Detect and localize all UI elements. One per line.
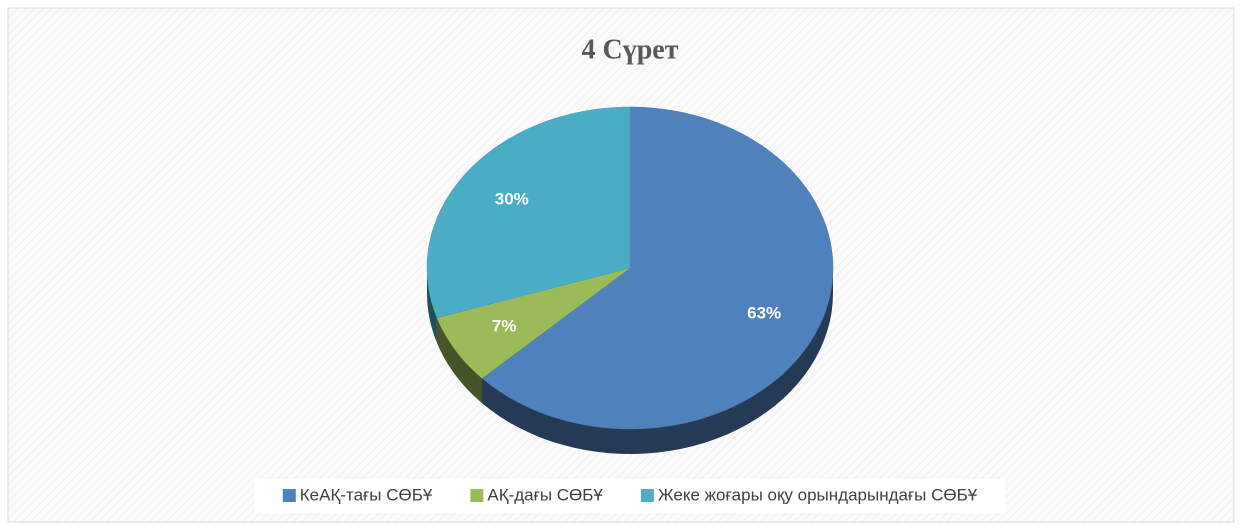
legend-box [254, 479, 1006, 513]
legend-swatch [640, 489, 654, 502]
pie: 63% 7% 30% [426, 106, 834, 454]
pie-slice-side [482, 268, 833, 454]
legend-swatch [282, 489, 296, 502]
pie-slice [436, 267, 631, 379]
pie-sides [427, 268, 833, 454]
data-label: 63% [747, 304, 781, 323]
pie-slice [481, 106, 834, 430]
legend-label: Жеке жоғары оқу орындарындағы СӨБҰ [658, 485, 978, 504]
data-label: 30% [495, 189, 529, 208]
pie-slice [426, 106, 631, 319]
legend-swatch [470, 489, 484, 502]
pie-slice-side [427, 268, 437, 343]
legend-label: АҚ-дағы СӨБҰ [487, 485, 603, 504]
data-label: 7% [492, 316, 517, 335]
chart-title: 4 Сүрет [582, 34, 679, 65]
legend: КеАҚ-тағы СӨБҰ АҚ-дағы СӨБҰ Жеке жоғары оқ… [254, 479, 1006, 513]
legend-label: КеАҚ-тағы СӨБҰ [300, 485, 433, 504]
pie-slice-side [436, 317, 482, 404]
pie-tops [426, 106, 834, 430]
